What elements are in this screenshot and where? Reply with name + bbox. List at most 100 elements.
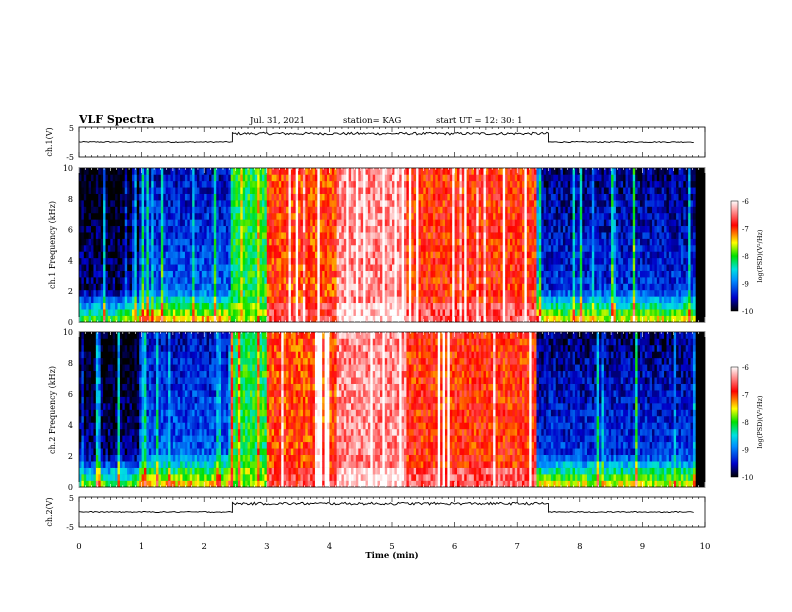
- spectrogram-cell: [177, 219, 181, 227]
- spectrogram-cell: [252, 289, 256, 297]
- spectrogram-cell: [466, 193, 470, 201]
- spectrogram-cell: [115, 315, 118, 323]
- spectrogram-cell: [372, 168, 376, 175]
- spectrogram-cell: [418, 225, 422, 233]
- spectrogram-cell: [469, 277, 472, 284]
- spectrogram-cell: [432, 225, 436, 233]
- spectrogram-cell: [570, 270, 573, 278]
- spectrogram-cell: [211, 251, 215, 259]
- spectrogram-cell: [444, 168, 448, 175]
- spectrogram-cell: [177, 225, 181, 233]
- spectrogram-cell: [565, 315, 569, 323]
- spectrogram-cell: [464, 309, 467, 316]
- spectrogram-cell: [353, 270, 357, 278]
- spectrogram-cell: [449, 251, 453, 259]
- spectrogram-cell: [572, 289, 576, 297]
- spectrogram-cell: [379, 296, 383, 304]
- spectrogram-cell: [189, 168, 193, 175]
- spectrogram-cell: [574, 270, 578, 278]
- spectrogram-cell: [517, 283, 520, 291]
- spectrogram-cell: [365, 238, 369, 246]
- spectrogram-cell: [153, 187, 157, 194]
- spectrogram-cell: [353, 212, 357, 220]
- spectrogram-cell: [358, 296, 361, 304]
- spectrogram-cell: [565, 270, 569, 278]
- spectrogram-cell: [555, 225, 559, 233]
- spectrogram-cell: [346, 245, 349, 252]
- spectrogram-cell: [127, 289, 130, 297]
- spectrogram-cell: [404, 180, 407, 188]
- spectrogram-cell: [165, 200, 169, 207]
- spectrogram-cell: [252, 200, 256, 207]
- spectrogram-cell: [110, 225, 114, 233]
- spectrogram-cell: [401, 257, 405, 265]
- spectrogram-cell: [442, 206, 446, 214]
- spectrogram-cell: [112, 187, 116, 194]
- spectrogram-cell: [488, 309, 492, 316]
- spectrogram-cell: [408, 193, 412, 201]
- spectrogram-cell: [317, 187, 321, 194]
- spectrogram-cell: [493, 168, 496, 175]
- spectrogram-cell: [206, 283, 210, 291]
- spectrogram-cell: [100, 180, 104, 188]
- spectrogram-cell: [348, 264, 352, 271]
- spectrogram-cell: [91, 277, 94, 284]
- spectrogram-cell: [555, 277, 559, 284]
- spectrogram-cell: [180, 289, 183, 297]
- spectrogram-cell: [392, 174, 395, 182]
- spectrogram-cell: [204, 296, 207, 304]
- spectrogram-cell: [322, 296, 325, 304]
- spectrogram-cell: [107, 309, 111, 316]
- spectrogram-cell: [375, 206, 378, 214]
- spectrogram-cell: [560, 264, 564, 271]
- spectrogram-cell: [225, 302, 229, 310]
- spectrogram-cell: [211, 270, 215, 278]
- spectrogram-cell: [370, 296, 374, 304]
- spectrogram-cell: [541, 277, 544, 284]
- spectrogram-cell: [110, 257, 114, 265]
- spectrogram-cell: [531, 200, 535, 207]
- spectrogram-cell: [93, 315, 97, 323]
- spectrogram-cell: [158, 309, 162, 316]
- spectrogram-cell: [469, 219, 472, 227]
- spectrogram-cell: [558, 257, 561, 265]
- spectrogram-cell: [483, 277, 487, 284]
- spectrogram-cell: [196, 257, 200, 265]
- spectrogram-cell: [115, 193, 118, 201]
- spectrogram-cell: [213, 206, 217, 214]
- spectrogram-cell: [199, 289, 203, 297]
- spectrogram-cell: [394, 180, 398, 188]
- spectrogram-cell: [271, 238, 275, 246]
- spectrogram-cell: [526, 296, 530, 304]
- spectrogram-cell: [293, 219, 296, 227]
- spectrogram-cell: [420, 289, 424, 297]
- spectrogram-cell: [221, 245, 224, 252]
- spectrogram-cell: [471, 270, 475, 278]
- spectrogram-cell: [555, 219, 559, 227]
- spectrogram-cell: [81, 193, 85, 201]
- spectrogram-cell: [182, 315, 186, 323]
- spectrogram-cell: [466, 296, 470, 304]
- spectrogram-cell: [88, 251, 92, 259]
- spectrogram-cell: [377, 283, 381, 291]
- spectrogram-cell: [488, 232, 492, 239]
- spectrogram-cell: [392, 309, 395, 316]
- spectrogram-cell: [302, 174, 306, 182]
- spectrogram-cell: [461, 238, 465, 246]
- spectrogram-cell: [497, 270, 501, 278]
- spectrogram-cell: [577, 264, 581, 271]
- spectrogram-cell: [346, 283, 349, 291]
- spectrogram-cell: [266, 245, 270, 252]
- spectrogram-cell: [490, 200, 494, 207]
- spectrogram-cell: [158, 302, 162, 310]
- spectrogram-cell: [235, 180, 239, 188]
- spectrogram-cell: [555, 245, 559, 252]
- spectrogram-cell: [172, 225, 176, 233]
- spectrogram-cell: [182, 302, 186, 310]
- spectrogram-cell: [300, 219, 304, 227]
- spectrogram-cell: [79, 174, 82, 182]
- spectrogram-cell: [95, 251, 99, 259]
- spectrogram-cell: [233, 270, 236, 278]
- spectrogram-cell: [336, 174, 340, 182]
- spectrogram-cell: [213, 200, 217, 207]
